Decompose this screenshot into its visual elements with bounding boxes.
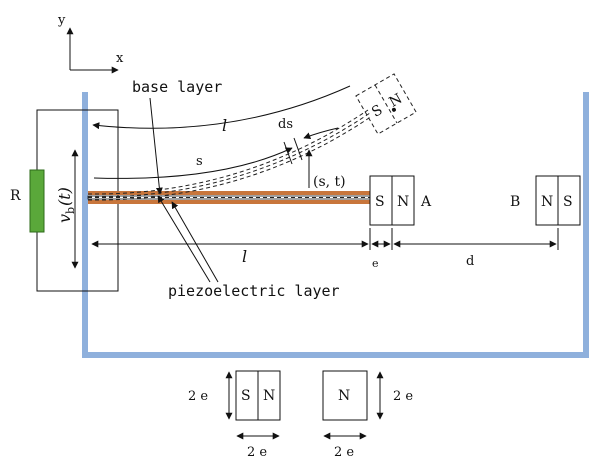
arc-l-arrow: [92, 85, 351, 130]
magnet-A: S N A: [369, 175, 432, 226]
ds-label: ds: [278, 117, 293, 132]
piezo-layer-top: [88, 191, 370, 195]
magnet-A-label: A: [420, 194, 432, 210]
piezo-layer-label: piezoelectric layer: [168, 282, 340, 300]
resistor: [29, 169, 45, 233]
tip-magnet: S N: [355, 73, 417, 135]
dimensions: l e d: [91, 228, 559, 270]
deflected-beam-lower: [87, 115, 373, 201]
legend-magnet-2: N 2 e 2 e: [322, 370, 413, 460]
tip-magnet-s: S: [369, 102, 385, 121]
arc-length-l: l: [92, 85, 351, 135]
piezo-pointer-1: [157, 195, 211, 283]
deflected-beam-upper: [87, 109, 369, 195]
ds-element: ds: [278, 117, 339, 165]
magnet-B-label: B: [510, 194, 520, 210]
svg-text:(t): (t): [55, 187, 74, 206]
magnet-B-n: N: [541, 194, 553, 210]
legend-magnet-1: S N 2 e 2 e: [188, 370, 281, 460]
magnet-B: N S B: [510, 175, 581, 226]
tip-magnet-n: N: [386, 91, 405, 111]
legend-magnet-1-s: S: [241, 388, 251, 404]
resistor-label: R: [10, 188, 21, 204]
magnet-A-s: S: [375, 194, 385, 210]
ds-line-2: [293, 137, 303, 161]
arc-s-arrow: [93, 147, 293, 179]
legend-2-width-label: 2 e: [334, 445, 354, 460]
container-left-wall: [82, 92, 88, 358]
legend-1-width-label: 2 e: [247, 445, 267, 460]
container: [82, 92, 589, 358]
layer-labels: base layer piezoelectric layer: [132, 78, 340, 300]
ds-line-1: [283, 141, 293, 165]
piezo-pointer-2: [171, 201, 219, 283]
dim-l-label: l: [242, 247, 247, 266]
base-layer-pointer: [149, 97, 163, 195]
coordinate-axes: y x: [57, 13, 124, 74]
deflected-beam: [87, 109, 373, 201]
arc-s-label: s: [196, 154, 203, 169]
magnet-A-n: N: [397, 194, 409, 210]
arc-l-label: l: [222, 116, 227, 135]
svg-text:v: v: [55, 214, 74, 223]
st-label: (s, t): [313, 174, 346, 190]
container-floor: [82, 352, 589, 358]
magnet-B-s: S: [563, 194, 573, 210]
dim-e-label: e: [372, 257, 379, 270]
circuit: R v b (t): [10, 109, 119, 292]
piezo-layer-bottom: [88, 200, 370, 204]
legend-1-height-label: 2 e: [188, 389, 208, 404]
tip-magnet-dot: [391, 107, 396, 112]
coordinate-st: (s, t): [305, 149, 346, 190]
legend-magnet-2-box: [322, 370, 368, 421]
container-right-wall: [583, 92, 589, 358]
y-axis-label: y: [57, 13, 66, 28]
legend-2-height-label: 2 e: [393, 389, 413, 404]
legend-magnet-1-n: N: [263, 388, 275, 404]
voltage-label: v b (t): [55, 187, 77, 223]
svg-text:b: b: [64, 207, 77, 214]
base-layer-label: base layer: [132, 78, 222, 96]
dim-d-label: d: [466, 254, 474, 269]
x-axis-label: x: [116, 51, 124, 66]
ds-arrow: [303, 127, 339, 140]
legend-magnet-2-n: N: [338, 388, 350, 404]
arc-length-s: s: [93, 147, 293, 179]
tip-magnet-divider: [374, 84, 398, 124]
deflected-beam-mid: [87, 112, 371, 198]
